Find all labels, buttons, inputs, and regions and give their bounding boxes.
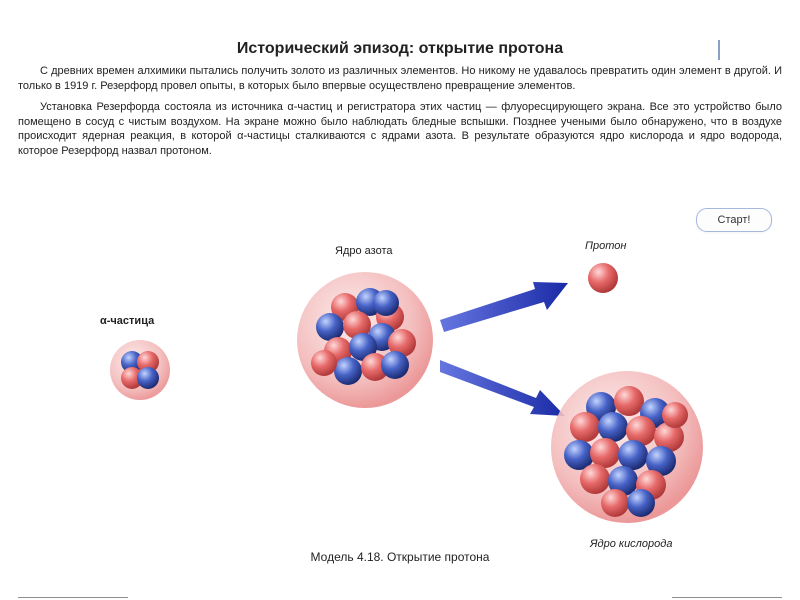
paragraph-2: Установка Резерфорда состояла из источни… — [18, 100, 782, 159]
nitrogen-label: Ядро азота — [335, 245, 392, 257]
paragraph-1: С древних времен алхимики пытались получ… — [18, 64, 782, 94]
alpha-nucleus — [105, 335, 175, 405]
diagram-area: α-частица — [0, 240, 800, 540]
arrow-to-proton — [440, 280, 570, 340]
footer-rule-left — [18, 597, 128, 598]
oxygen-nucleus — [545, 365, 710, 530]
corner-decoration — [718, 40, 720, 60]
page-title: Исторический эпизод: открытие протона — [0, 40, 800, 58]
start-button[interactable]: Старт! — [696, 208, 772, 232]
footer-rule-right — [672, 597, 782, 598]
nitrogen-nucleus — [290, 265, 440, 415]
alpha-label: α-частица — [100, 315, 154, 327]
proton-label: Протон — [585, 240, 626, 252]
figure-caption: Модель 4.18. Открытие протона — [0, 550, 800, 564]
oxygen-label: Ядро кислорода — [590, 538, 672, 550]
proton-nucleus — [585, 260, 621, 296]
